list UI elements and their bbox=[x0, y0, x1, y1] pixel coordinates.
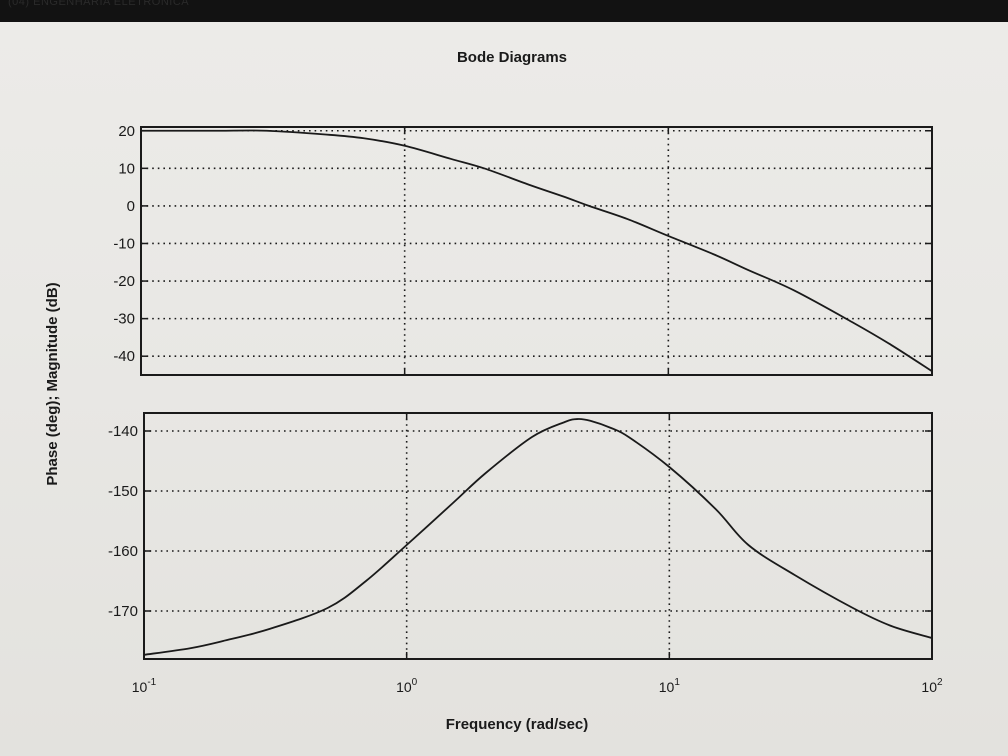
y-axis-label: Phase (deg); Magnitude (dB) bbox=[44, 282, 61, 485]
chart-title: Bode Diagrams bbox=[457, 49, 567, 66]
phase-y-tick-label: -170 bbox=[108, 603, 138, 620]
magnitude-y-tick-label: 0 bbox=[127, 198, 135, 215]
magnitude-plot-frame bbox=[140, 126, 933, 376]
magnitude-y-tick-label: -10 bbox=[113, 235, 135, 252]
phase-y-tick-label: -140 bbox=[108, 423, 138, 440]
magnitude-y-tick-label: 10 bbox=[118, 160, 135, 177]
phase-y-tick-label: -150 bbox=[108, 483, 138, 500]
x-tick-label: 10-1 bbox=[132, 677, 157, 695]
magnitude-y-tick-label: -30 bbox=[113, 311, 135, 328]
x-tick-label: 102 bbox=[921, 677, 943, 695]
dark-top-bar: (04) ENGENHARIA ELETRONICA bbox=[0, 0, 1008, 22]
phase-y-tick-label: -160 bbox=[108, 543, 138, 560]
x-tick-label: 100 bbox=[396, 677, 418, 695]
x-tick-labels: 10-1 100 101 102 bbox=[132, 677, 943, 695]
paper-background bbox=[0, 22, 1008, 756]
magnitude-grid bbox=[140, 127, 933, 375]
magnitude-y-tick-labels: 20 10 0 -10 -20 -30 -40 bbox=[113, 123, 135, 365]
phase-y-tick-labels: -140 -150 -160 -170 bbox=[108, 423, 138, 620]
x-tick-label: 101 bbox=[659, 677, 681, 695]
magnitude-y-tick-label: -20 bbox=[113, 273, 135, 290]
magnitude-y-tick-label: 20 bbox=[118, 123, 135, 140]
header-text: (04) ENGENHARIA ELETRONICA bbox=[8, 0, 190, 8]
x-axis-label: Frequency (rad/sec) bbox=[446, 716, 589, 733]
phase-grid bbox=[143, 413, 933, 659]
magnitude-curve bbox=[141, 129, 933, 372]
magnitude-y-tick-label: -40 bbox=[113, 348, 135, 365]
phase-curve bbox=[143, 418, 933, 656]
phase-plot-frame bbox=[143, 412, 933, 660]
